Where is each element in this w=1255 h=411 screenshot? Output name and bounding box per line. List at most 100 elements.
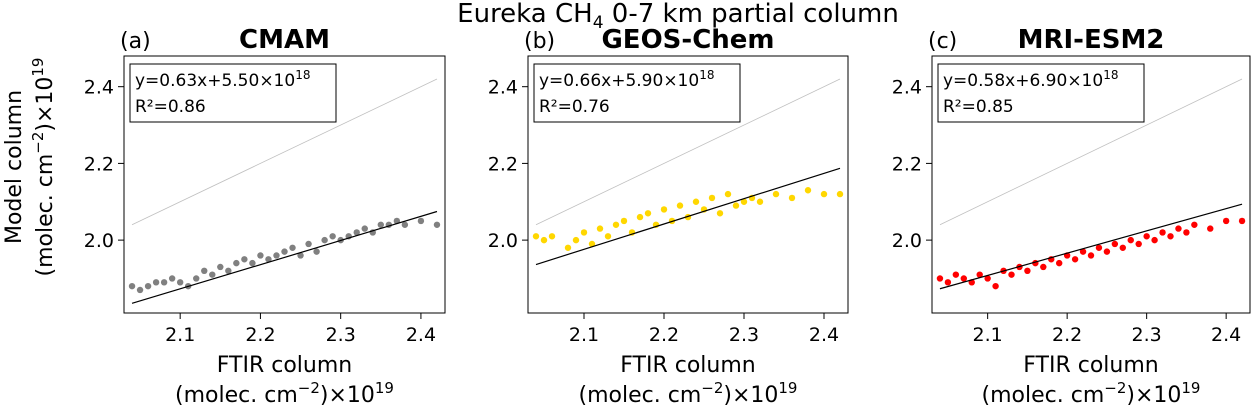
data-point xyxy=(660,206,668,213)
data-point xyxy=(952,271,960,278)
data-point xyxy=(756,198,764,205)
x-axis-label-units: (molec. cm−2)×1019 xyxy=(982,379,1201,408)
data-point xyxy=(152,279,160,286)
data-point xyxy=(1167,233,1174,240)
fit-equation: y=0.58x+6.90×1018 xyxy=(943,68,1118,91)
r-squared: R²=0.76 xyxy=(539,97,610,117)
data-point xyxy=(1135,240,1142,248)
data-point xyxy=(572,236,580,244)
one-to-one-line xyxy=(939,78,1243,226)
data-point xyxy=(433,221,441,228)
data-point xyxy=(160,279,168,286)
fit-equation: y=0.63x+5.50×1018 xyxy=(135,68,310,91)
y-tick-label: 2.2 xyxy=(488,153,518,175)
data-point xyxy=(620,217,628,225)
data-point xyxy=(377,221,384,228)
scatter-series xyxy=(532,187,844,251)
data-point xyxy=(532,233,540,240)
x-tick-label: 2.2 xyxy=(245,324,275,346)
data-point xyxy=(1127,236,1134,244)
x-tick-label: 2.1 xyxy=(165,324,195,346)
y-tick-label: 2.2 xyxy=(84,153,114,175)
data-point xyxy=(313,248,320,255)
x-tick-label: 2.2 xyxy=(1052,324,1082,346)
data-point xyxy=(329,233,336,240)
data-point xyxy=(1207,225,1214,232)
panel-title: GEOS-Chem xyxy=(601,25,774,55)
data-point xyxy=(1191,221,1198,228)
data-point xyxy=(225,267,232,275)
data-point xyxy=(548,233,556,240)
data-point xyxy=(724,190,732,198)
data-point xyxy=(984,275,991,282)
data-point xyxy=(361,225,368,232)
data-point xyxy=(193,275,200,282)
fit-equation: y=0.66x+5.90×1018 xyxy=(539,68,714,91)
x-tick-label: 2.3 xyxy=(1132,324,1162,346)
data-point xyxy=(1056,259,1063,267)
data-point xyxy=(944,279,952,286)
data-point xyxy=(297,252,304,259)
data-point xyxy=(417,217,425,225)
y-tick-label: 2.2 xyxy=(892,153,922,175)
fit-annotation-box xyxy=(937,63,1145,123)
data-point xyxy=(1071,256,1079,263)
panel-label: (b) xyxy=(524,29,555,54)
panel-mri-esm2: (c) MRI-ESM2 2.1 2.2 2.3 2.4 2.0 2.2 2.4 y=0.58x+… xyxy=(892,25,1251,408)
data-point xyxy=(676,202,684,209)
x-tick-label: 2.1 xyxy=(569,324,599,346)
x-axis-label: FTIR column xyxy=(217,353,352,378)
data-point xyxy=(732,202,740,209)
data-point xyxy=(804,187,812,194)
data-point xyxy=(1087,252,1095,259)
data-point xyxy=(836,190,844,198)
regression-line xyxy=(939,203,1243,290)
data-point xyxy=(1119,244,1127,251)
fit-annotation-box xyxy=(533,63,741,123)
panel-title: MRI-ESM2 xyxy=(1018,25,1165,55)
data-point xyxy=(1103,248,1111,255)
data-point xyxy=(1151,236,1158,244)
data-point xyxy=(788,194,796,202)
axes-frame xyxy=(527,55,849,314)
data-point xyxy=(636,213,644,221)
fit-annotation-box xyxy=(129,63,337,123)
data-point xyxy=(249,259,256,267)
data-point xyxy=(128,282,136,290)
data-point xyxy=(1040,263,1047,271)
x-tick-label: 2.4 xyxy=(809,324,839,346)
data-point xyxy=(401,221,409,228)
data-point xyxy=(716,210,724,217)
y-tick-label: 2.4 xyxy=(84,77,114,99)
y-tick-label: 2.0 xyxy=(84,230,114,252)
data-point xyxy=(1222,217,1230,225)
data-point xyxy=(960,275,967,282)
x-axis-label-units: (molec. cm−2)×1019 xyxy=(175,379,394,408)
x-axis-label: FTIR column xyxy=(1023,353,1158,378)
data-point xyxy=(233,259,240,267)
x-tick-label: 2.4 xyxy=(406,324,436,346)
y-axis-label: Model column xyxy=(2,90,27,244)
data-point xyxy=(168,275,176,282)
data-point xyxy=(588,240,596,248)
data-point xyxy=(1111,240,1119,248)
data-point xyxy=(144,282,152,290)
data-point xyxy=(992,282,999,290)
data-point xyxy=(772,190,780,198)
data-point xyxy=(976,271,983,278)
data-point xyxy=(265,256,272,263)
panel-cmam: (a) CMAM 2.1 2.2 2.3 2.4 2.0 2.2 2.4 y=0.63x+5.50… xyxy=(84,25,446,408)
data-point xyxy=(217,263,224,271)
data-point xyxy=(353,229,360,236)
data-point xyxy=(1079,248,1087,255)
data-point xyxy=(708,194,716,202)
axes-frame xyxy=(123,55,446,314)
panel-geos-chem: (b) GEOS-Chem 2.1 2.2 2.3 2.4 2.0 2.2 2.4 y=0.66x… xyxy=(488,25,849,408)
scatter-series xyxy=(936,217,1246,290)
data-point xyxy=(305,240,312,248)
y-axis-label-units: (molec. cm−2)×1019 xyxy=(29,58,58,277)
y-tick-label: 2.0 xyxy=(488,230,518,252)
r-squared: R²=0.86 xyxy=(135,97,206,117)
data-point xyxy=(1175,225,1182,232)
